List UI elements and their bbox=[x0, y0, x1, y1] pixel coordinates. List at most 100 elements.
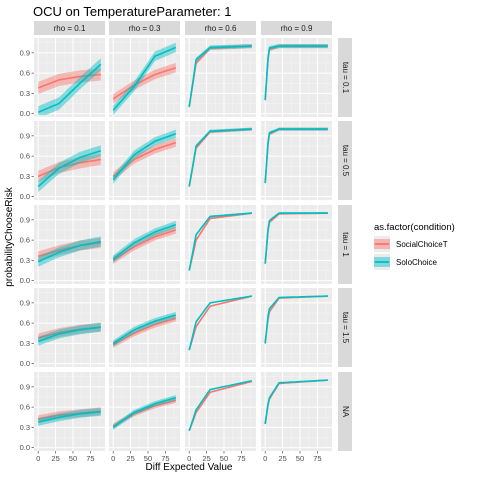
series-line-SoloChoice bbox=[38, 411, 101, 423]
series-line-SocialChoiceT bbox=[188, 380, 252, 431]
series-line-SocialChoiceT bbox=[112, 317, 177, 346]
legend-title: as.factor(condition) bbox=[374, 222, 455, 233]
series-ribbon-SocialChoiceT bbox=[113, 138, 176, 181]
series-line-SoloChoice bbox=[37, 326, 101, 343]
panel-background bbox=[261, 121, 332, 200]
series-line-SoloChoice bbox=[188, 45, 252, 108]
legend: as.factor(condition) SocialChoiceT SoloCh… bbox=[374, 222, 455, 270]
x-tick-label: 50 bbox=[69, 454, 77, 463]
col-strip bbox=[185, 21, 256, 35]
row-strip-label: NA bbox=[341, 406, 350, 418]
series-line-SoloChoice bbox=[264, 295, 328, 344]
y-tick-label: 0.0 bbox=[20, 443, 30, 452]
facet-panel bbox=[185, 38, 256, 117]
series-ribbon-SoloChoice bbox=[113, 311, 176, 347]
facet-panel: 0 25 50 75 bbox=[109, 372, 180, 463]
panel-background bbox=[261, 288, 332, 367]
series-ribbon-SocialChoiceT bbox=[38, 68, 101, 94]
series-line-SoloChoice bbox=[37, 240, 101, 263]
row-strip bbox=[338, 205, 352, 284]
series-line-SoloChoice bbox=[264, 379, 328, 425]
x-tick-label: 75 bbox=[237, 454, 245, 463]
facet-panel bbox=[109, 288, 180, 367]
series-line-SoloChoice bbox=[112, 314, 177, 345]
facet-panel bbox=[109, 121, 180, 200]
y-tick-label: 0.3 bbox=[20, 339, 30, 348]
series-ribbon-SoloChoice bbox=[113, 42, 176, 116]
facet-panel bbox=[261, 38, 332, 117]
series-line-SocialChoiceT bbox=[112, 66, 177, 100]
series-ribbon-SoloChoice bbox=[113, 129, 176, 184]
x-tick-label: 50 bbox=[220, 454, 228, 463]
y-tick-label: 0.6 bbox=[20, 236, 30, 245]
series-line-SoloChoice bbox=[112, 223, 177, 260]
col-strip-label: rho = 0.3 bbox=[129, 24, 161, 33]
x-axis-title: Diff Expected Value bbox=[146, 462, 233, 473]
row-strip-label: tau = 0.5 bbox=[341, 145, 350, 177]
y-axis-title: probabilityChooseRisk bbox=[4, 186, 15, 286]
y-tick-label: 0.3 bbox=[20, 423, 30, 432]
series-line-SoloChoice bbox=[264, 212, 328, 264]
series-line-SoloChoice bbox=[37, 63, 102, 114]
y-tick-label: 0.9 bbox=[20, 131, 30, 140]
panel-background bbox=[185, 205, 256, 284]
series-ribbon-SoloChoice bbox=[113, 220, 176, 263]
legend-label: SoloChoice bbox=[396, 258, 437, 267]
x-tick-label: 50 bbox=[296, 454, 304, 463]
facet-panel bbox=[185, 121, 256, 200]
facet-panel: 0.0 0.3 0.6 0.9 bbox=[20, 288, 105, 368]
panel-background bbox=[185, 38, 256, 117]
series-ribbon-SoloChoice bbox=[38, 145, 101, 192]
col-strip-label: rho = 0.1 bbox=[54, 24, 86, 33]
panel-background bbox=[261, 38, 332, 117]
facet-panel: 0.0 0.3 0.6 0.9 bbox=[20, 121, 105, 201]
x-tick-label: 25 bbox=[51, 454, 59, 463]
y-tick-label: 0.3 bbox=[20, 256, 30, 265]
x-tick-label: 25 bbox=[278, 454, 286, 463]
panel-background bbox=[261, 372, 332, 451]
series-line-SocialChoiceT bbox=[37, 73, 101, 89]
facet-panel bbox=[261, 205, 332, 284]
row-strip bbox=[338, 121, 352, 200]
facet-panel bbox=[261, 288, 332, 367]
panel-background bbox=[185, 121, 256, 200]
panel-background bbox=[109, 121, 180, 200]
legend-item: SocialChoiceT bbox=[374, 236, 448, 252]
y-tick-label: 0.9 bbox=[20, 382, 30, 391]
row-strip bbox=[338, 38, 352, 117]
series-ribbon-SocialChoiceT bbox=[265, 44, 328, 103]
series-line-SoloChoice bbox=[188, 212, 252, 271]
series-line-SoloChoice bbox=[188, 128, 252, 187]
x-tick-label: 50 bbox=[144, 454, 152, 463]
y-tick-label: 0.6 bbox=[20, 69, 30, 78]
panel-background bbox=[261, 205, 332, 284]
legend-label: SocialChoiceT bbox=[396, 240, 448, 249]
panel-background bbox=[109, 205, 180, 284]
x-tick-label: 0 bbox=[187, 454, 191, 463]
panel-background bbox=[109, 372, 180, 451]
legend-item: SoloChoice bbox=[374, 254, 437, 270]
series-line-SoloChoice bbox=[188, 295, 252, 351]
y-tick-label: 0.9 bbox=[20, 48, 30, 57]
series-ribbon-SoloChoice bbox=[38, 58, 101, 115]
x-tick-label: 0 bbox=[36, 454, 40, 463]
y-tick-label: 0.3 bbox=[20, 89, 30, 98]
series-line-SoloChoice bbox=[264, 45, 328, 101]
x-tick-label: 75 bbox=[161, 454, 169, 463]
series-line-SoloChoice bbox=[112, 46, 177, 111]
facet-panel bbox=[185, 205, 256, 284]
facet-panel: 0 25 50 75 bbox=[261, 372, 332, 463]
series-line-SoloChoice bbox=[188, 380, 252, 431]
x-tick-label: 25 bbox=[202, 454, 210, 463]
y-tick-label: 0.9 bbox=[20, 215, 30, 224]
row-strip-label: tau = 1 bbox=[341, 232, 350, 257]
y-tick-label: 0.0 bbox=[20, 192, 30, 201]
facet-panel bbox=[261, 121, 332, 200]
col-strip bbox=[109, 21, 180, 35]
col-strip-label: rho = 0.6 bbox=[205, 24, 237, 33]
series-line-SocialChoiceT bbox=[112, 229, 177, 262]
row-strip-label: tau = 0.1 bbox=[341, 62, 350, 94]
series-line-SocialChoiceT bbox=[37, 158, 101, 178]
facet-panel bbox=[185, 288, 256, 367]
